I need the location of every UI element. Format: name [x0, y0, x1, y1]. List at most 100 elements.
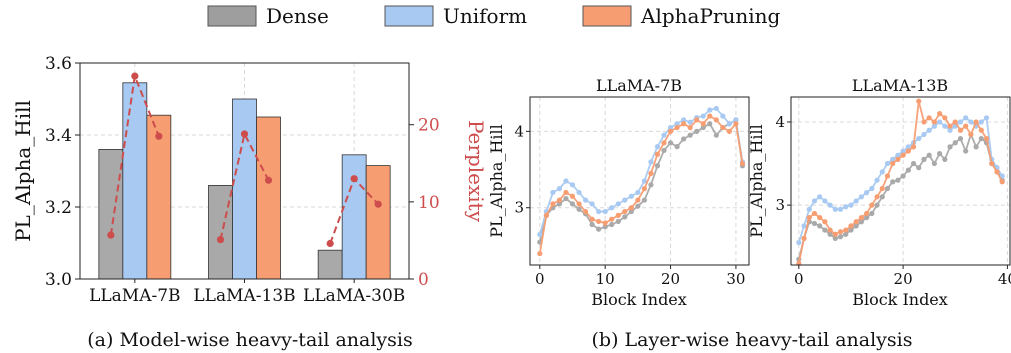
series-point-alphapruning — [822, 219, 828, 225]
series-point-alphapruning — [994, 169, 1000, 175]
series-point-dense — [674, 144, 680, 150]
series-point-dense — [641, 197, 648, 203]
plot-frame — [529, 96, 750, 266]
series-point-uniform — [726, 121, 732, 127]
series-point-alphapruning — [983, 135, 990, 142]
series-point-uniform — [832, 206, 838, 212]
series-point-alphapruning — [832, 231, 838, 237]
series-point-uniform — [635, 189, 641, 196]
series-point-alphapruning — [801, 235, 807, 241]
series-point-uniform — [937, 119, 943, 125]
series-point-uniform — [569, 182, 576, 188]
series-point-uniform — [707, 107, 713, 113]
series-point-uniform — [733, 117, 739, 123]
series-point-alphapruning — [635, 197, 641, 203]
series-point-alphapruning — [905, 148, 911, 154]
y-tick-label: 3 — [514, 199, 524, 217]
series-point-uniform — [582, 197, 589, 203]
chart-layer-wise-7b: 0 10 20 30 3 4 LLaMA-7B Block Index PL_Alpha_… — [487, 76, 750, 309]
series-point-uniform — [942, 123, 948, 129]
y-tick-label: 3.0 — [45, 270, 72, 290]
y2-tick-label: 10 — [418, 193, 440, 213]
y-axis-label: PL_Alpha_Hill — [747, 124, 766, 237]
series-point-alphapruning — [582, 208, 589, 215]
series-point-uniform — [827, 202, 833, 208]
series-point-alphapruning — [931, 119, 937, 125]
bar-uniform — [122, 82, 148, 280]
series-point-dense — [635, 203, 641, 209]
series-point-uniform — [858, 194, 864, 200]
series-point-alphapruning — [694, 117, 700, 123]
series-point-uniform — [596, 208, 602, 215]
series-point-alphapruning — [890, 160, 896, 167]
series-point-alphapruning — [628, 205, 634, 211]
series-point-dense — [615, 218, 621, 225]
series-point-uniform — [576, 189, 582, 196]
series-point-uniform — [661, 132, 667, 138]
series-point-dense — [890, 179, 896, 185]
series-point-uniform — [687, 119, 693, 125]
series-point-alphapruning — [667, 128, 674, 134]
series-point-alphapruning — [989, 160, 995, 167]
series-point-dense — [937, 150, 943, 157]
series-point-uniform — [853, 198, 859, 204]
series-point-alphapruning — [720, 124, 726, 131]
series-point-dense — [654, 163, 661, 169]
series-point-uniform — [947, 127, 953, 133]
y-tick-label: 3.2 — [45, 198, 72, 218]
series-point-uniform — [879, 169, 885, 175]
series-point-alphapruning — [848, 223, 854, 229]
perplexity-point — [131, 72, 139, 80]
x-tick-label: 40 — [998, 270, 1011, 288]
chart-title: LLaMA-13B — [852, 76, 948, 95]
series-point-alphapruning — [957, 127, 964, 133]
series-point-uniform — [864, 190, 870, 196]
bar-dense — [98, 148, 124, 280]
y-axis-label: PL_Alpha_Hill — [487, 124, 506, 237]
perplexity-point — [240, 130, 249, 138]
series-line-dense — [538, 118, 744, 243]
series-point-uniform — [968, 119, 974, 125]
series-point-dense — [874, 202, 880, 208]
x-axis-label: Block Index — [852, 290, 948, 309]
y2-axis-label: Perplexity — [464, 120, 488, 223]
series-point-alphapruning — [739, 160, 746, 167]
series-point-dense — [952, 140, 958, 146]
series-point-dense — [910, 160, 917, 167]
series-point-alphapruning — [874, 194, 880, 200]
series-point-dense — [563, 195, 569, 202]
series-point-dense — [853, 223, 859, 229]
axis-ticks: 0 20 40 3 4 — [775, 113, 1011, 288]
perplexity-point — [216, 236, 225, 244]
series-point-alphapruning — [569, 193, 576, 199]
series-point-alphapruning — [916, 98, 922, 104]
series-lines — [796, 98, 1005, 266]
series-point-alphapruning — [700, 121, 706, 127]
series-point-uniform — [931, 123, 937, 129]
series-point-alphapruning — [707, 113, 713, 119]
series-point-uniform — [983, 115, 990, 121]
y2-tick-label: 0 — [418, 270, 429, 290]
perplexity-lines — [107, 72, 382, 248]
series-point-alphapruning — [942, 115, 948, 121]
x-tick-label: 10 — [596, 270, 615, 288]
series-point-alphapruning — [900, 152, 906, 158]
series-point-alphapruning — [609, 216, 615, 222]
series-point-dense — [569, 201, 576, 207]
series-lines — [537, 105, 746, 257]
series-line-uniform — [797, 116, 1003, 243]
series-point-uniform — [622, 197, 628, 203]
bars — [98, 82, 391, 280]
series-point-alphapruning — [879, 185, 885, 192]
series-point-alphapruning — [869, 202, 875, 208]
bar-alphapruning — [146, 114, 172, 280]
legend-label-alphapruning: AlphaPruning — [640, 4, 781, 28]
perplexity-line — [219, 131, 270, 240]
series-point-alphapruning — [622, 208, 628, 215]
series-point-dense — [681, 136, 687, 142]
series-point-dense — [916, 165, 922, 171]
series-point-dense — [602, 224, 608, 230]
series-line-dense — [797, 131, 1004, 260]
series-point-uniform — [811, 198, 818, 204]
